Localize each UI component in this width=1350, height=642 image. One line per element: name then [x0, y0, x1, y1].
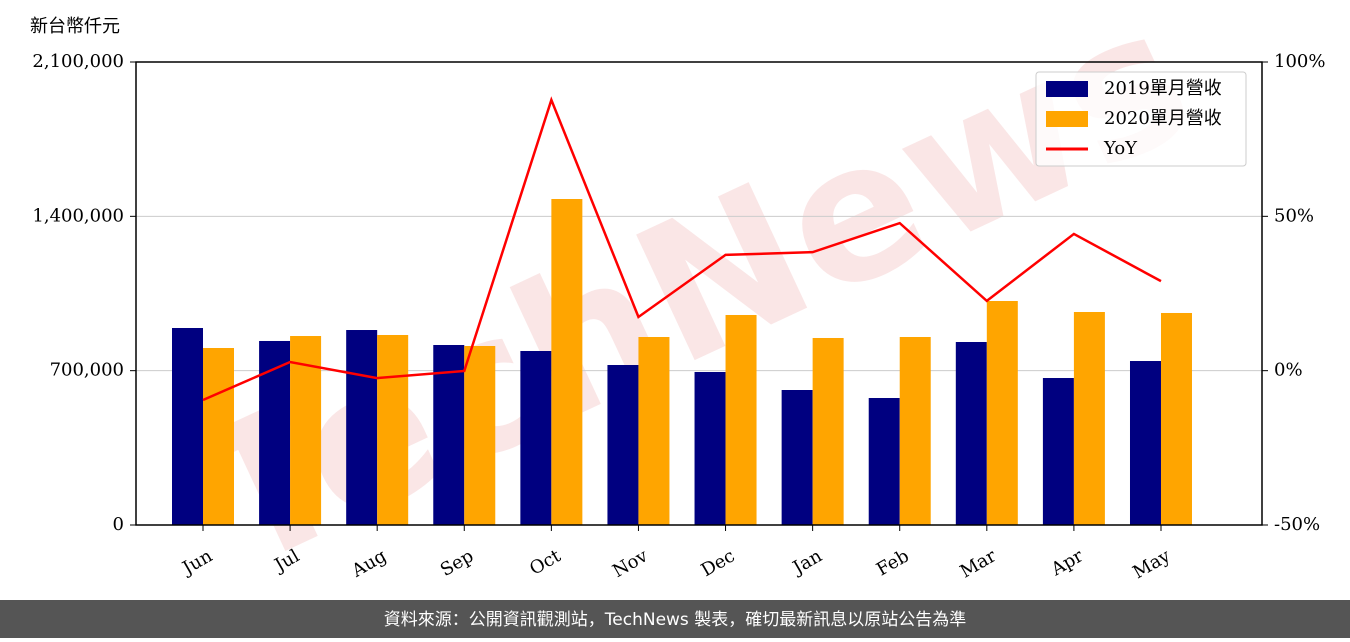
bar	[172, 328, 203, 525]
bar	[812, 337, 844, 525]
x-tick-label: Mar	[957, 545, 1001, 582]
bar	[955, 342, 987, 525]
bar	[551, 199, 583, 525]
bar	[203, 348, 234, 525]
y-tick-label: 0	[113, 514, 124, 535]
legend-box	[1035, 71, 1247, 167]
plot-frame	[135, 61, 1263, 526]
bar	[1073, 311, 1105, 525]
bar	[346, 330, 378, 525]
bar	[259, 340, 291, 525]
bar	[520, 351, 552, 525]
footer-bar	[0, 600, 1350, 638]
x-tick-label: May	[1129, 545, 1174, 583]
bar	[725, 314, 757, 525]
x-tick-label: Feb	[873, 545, 913, 580]
bar	[1160, 312, 1192, 525]
x-tick-label: Sep	[437, 545, 477, 580]
y2-tick-label: -50%	[1274, 514, 1320, 535]
bar	[464, 345, 496, 525]
x-tick-label: Apr	[1047, 545, 1087, 580]
y-tick-label: 700,000	[50, 360, 124, 381]
bar	[694, 371, 726, 525]
legend-label: 2020單月營收	[1104, 108, 1222, 129]
bar	[1042, 378, 1074, 525]
x-tick-label: Nov	[609, 545, 652, 582]
bar	[899, 336, 931, 525]
bar	[433, 345, 465, 525]
legend-label: 2019單月營收	[1104, 78, 1222, 99]
x-tick-label: Dec	[698, 545, 739, 581]
line	[202, 96, 1162, 402]
legend-swatch	[1046, 81, 1088, 97]
x-tick-label: Oct	[526, 545, 565, 580]
footer-text: 資料來源：公開資訊觀測站，TechNews 製表，確切最新訊息以原站公告為準	[384, 610, 966, 630]
y-tick-label: 2,100,000	[32, 51, 124, 72]
bar	[377, 334, 409, 525]
legend-label: YoY	[1103, 138, 1138, 159]
bar	[607, 365, 639, 525]
bar	[1129, 361, 1161, 525]
x-tick-label: Jan	[788, 545, 826, 579]
y-axis-label: 新台幣仟元	[30, 16, 120, 37]
bar	[986, 300, 1018, 525]
y-tick-label: 1,400,000	[32, 205, 124, 226]
y2-tick-label: 0%	[1274, 360, 1303, 381]
legend-swatch	[1046, 111, 1088, 127]
bar	[781, 390, 813, 525]
y2-tick-label: 100%	[1274, 51, 1325, 72]
bar	[868, 398, 900, 525]
x-tick-label: Jun	[177, 545, 216, 580]
bar	[638, 336, 670, 525]
y2-tick-label: 50%	[1274, 205, 1314, 226]
